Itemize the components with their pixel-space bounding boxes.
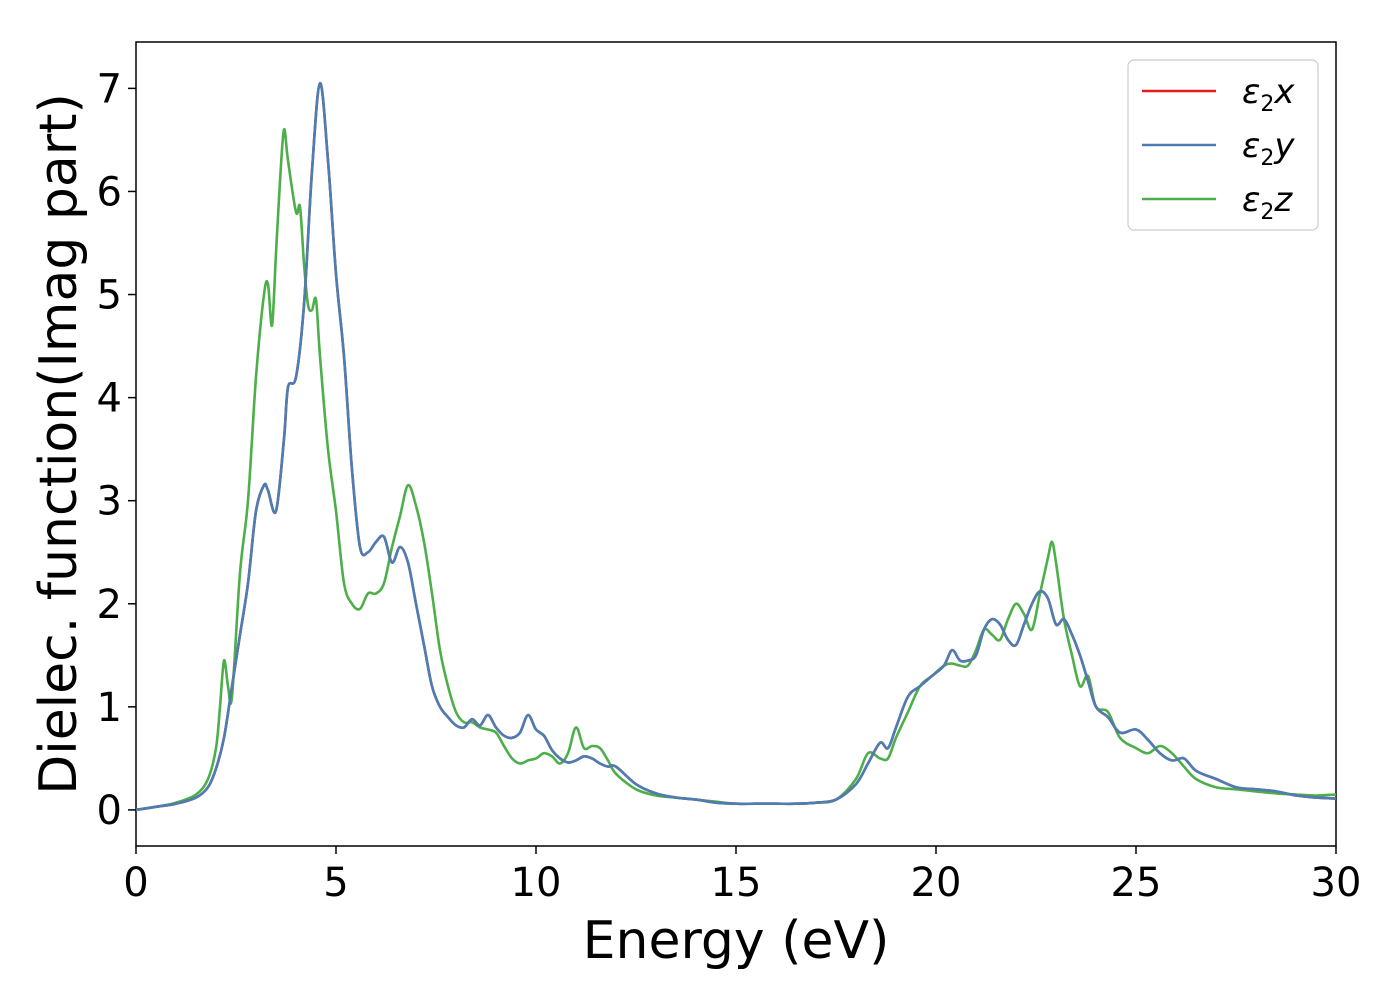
x-axis: 0 5 10 15 20 25 30 bbox=[123, 846, 1361, 906]
y-tick-label: 7 bbox=[97, 66, 122, 112]
y-tick-label: 0 bbox=[97, 788, 122, 834]
x-tick-label: 25 bbox=[1111, 860, 1162, 906]
y-tick-label: 4 bbox=[97, 376, 122, 422]
x-tick-label: 30 bbox=[1311, 860, 1362, 906]
x-tick-label: 15 bbox=[711, 860, 762, 906]
legend-box bbox=[1127, 59, 1319, 231]
y-tick-label: 6 bbox=[97, 169, 122, 215]
series-layer bbox=[135, 81, 1337, 812]
y-axis: 0 1 2 3 4 5 6 7 bbox=[97, 66, 136, 834]
y-tick-label: 5 bbox=[97, 273, 122, 319]
x-axis-label: Energy (eV) bbox=[583, 911, 890, 971]
legend-label-z: ε2z bbox=[1242, 180, 1293, 225]
legend: ε2x ε2y ε2z bbox=[1127, 59, 1319, 231]
x-tick-label: 10 bbox=[511, 860, 562, 906]
y-tick-label: 2 bbox=[97, 582, 122, 628]
y-axis-label: Dielec. function(Imag part) bbox=[29, 93, 89, 795]
x-tick-label: 0 bbox=[123, 860, 148, 906]
series-line-y bbox=[135, 81, 1337, 812]
x-tick-label: 5 bbox=[323, 860, 348, 906]
x-tick-label: 20 bbox=[911, 860, 962, 906]
series-line-z bbox=[135, 128, 1337, 812]
y-tick-label: 1 bbox=[97, 685, 122, 731]
y-tick-label: 3 bbox=[97, 479, 122, 525]
legend-label-x: ε2x bbox=[1242, 72, 1295, 117]
legend-label-y: ε2y bbox=[1242, 126, 1295, 171]
